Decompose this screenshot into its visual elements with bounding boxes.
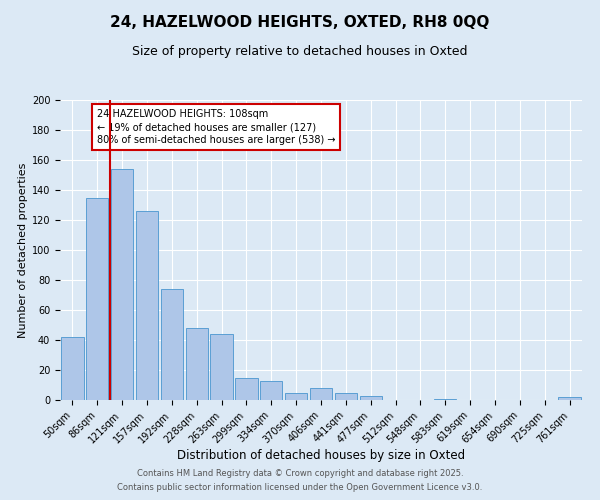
Bar bbox=[559, 397, 581, 400]
Bar bbox=[211, 334, 233, 400]
Bar bbox=[434, 398, 457, 400]
Bar bbox=[260, 380, 283, 400]
Bar bbox=[111, 169, 133, 400]
Text: Contains public sector information licensed under the Open Government Licence v3: Contains public sector information licen… bbox=[118, 484, 482, 492]
Text: Contains HM Land Registry data © Crown copyright and database right 2025.: Contains HM Land Registry data © Crown c… bbox=[137, 468, 463, 477]
Bar bbox=[136, 211, 158, 400]
Text: Size of property relative to detached houses in Oxted: Size of property relative to detached ho… bbox=[132, 45, 468, 58]
Bar bbox=[185, 328, 208, 400]
Bar bbox=[310, 388, 332, 400]
X-axis label: Distribution of detached houses by size in Oxted: Distribution of detached houses by size … bbox=[177, 449, 465, 462]
Bar bbox=[285, 392, 307, 400]
Bar bbox=[335, 392, 357, 400]
Bar bbox=[359, 396, 382, 400]
Bar bbox=[61, 337, 83, 400]
Text: 24 HAZELWOOD HEIGHTS: 108sqm
← 19% of detached houses are smaller (127)
80% of s: 24 HAZELWOOD HEIGHTS: 108sqm ← 19% of de… bbox=[97, 109, 335, 146]
Bar bbox=[161, 289, 183, 400]
Text: 24, HAZELWOOD HEIGHTS, OXTED, RH8 0QQ: 24, HAZELWOOD HEIGHTS, OXTED, RH8 0QQ bbox=[110, 15, 490, 30]
Bar bbox=[235, 378, 257, 400]
Y-axis label: Number of detached properties: Number of detached properties bbox=[17, 162, 28, 338]
Bar bbox=[86, 198, 109, 400]
